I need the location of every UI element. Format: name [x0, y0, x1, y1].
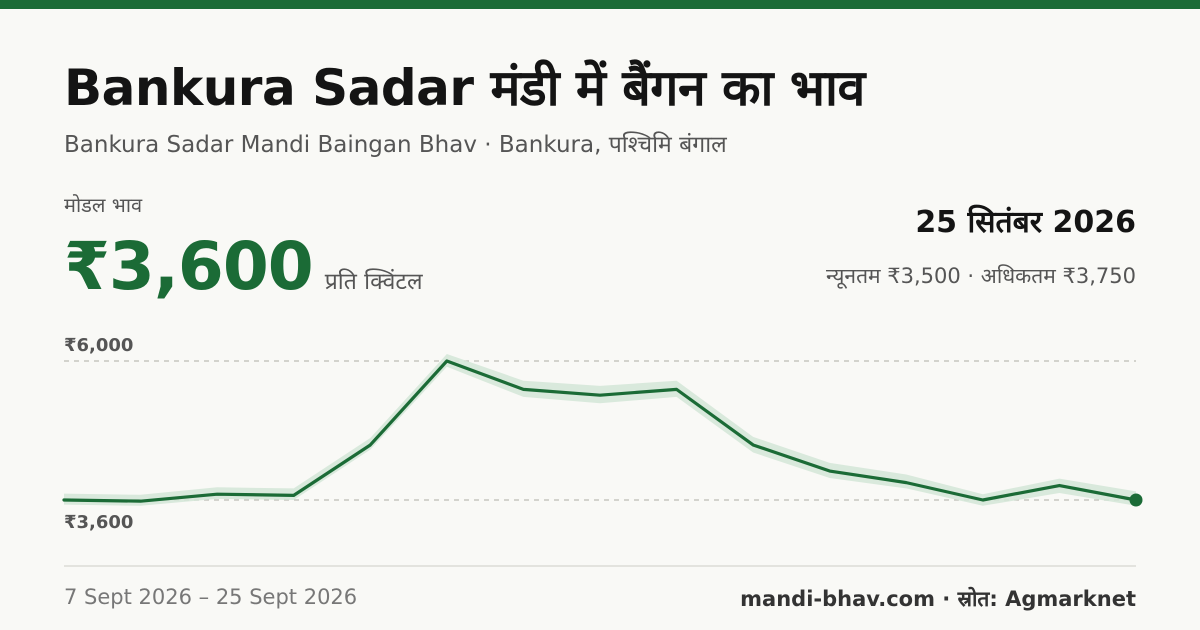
min-max-range: न्यूनतम ₹3,500 · अधिकतम ₹3,750 — [826, 264, 1136, 288]
y-tick-label: ₹6,000 — [64, 335, 133, 356]
min-max-band — [64, 354, 1136, 506]
latest-point — [1129, 493, 1143, 507]
top-accent-bar — [0, 0, 1200, 9]
page-title: Bankura Sadar मंडी में बैंगन का भाव — [64, 59, 865, 117]
footer-date-range: 7 Sept 2026 – 25 Sept 2026 — [64, 585, 358, 609]
page-subtitle: Bankura Sadar Mandi Baingan Bhav · Banku… — [64, 132, 727, 158]
footer-divider — [64, 565, 1136, 567]
footer-source: mandi-bhav.com · स्रोत: Agmarknet — [740, 587, 1136, 611]
price-line — [62, 359, 1138, 503]
price-date: 25 सितंबर 2026 — [915, 205, 1136, 240]
y-tick-label: ₹3,600 — [64, 512, 133, 533]
price-label: मोडल भाव — [64, 193, 143, 217]
price-trend-chart: ₹6,000 ₹3,600 — [62, 335, 1143, 533]
model-price: ₹3,600 — [64, 228, 314, 305]
price-row: ₹3,600 प्रति क्विंटल — [64, 228, 423, 305]
price-unit: प्रति क्विंटल — [324, 269, 423, 295]
